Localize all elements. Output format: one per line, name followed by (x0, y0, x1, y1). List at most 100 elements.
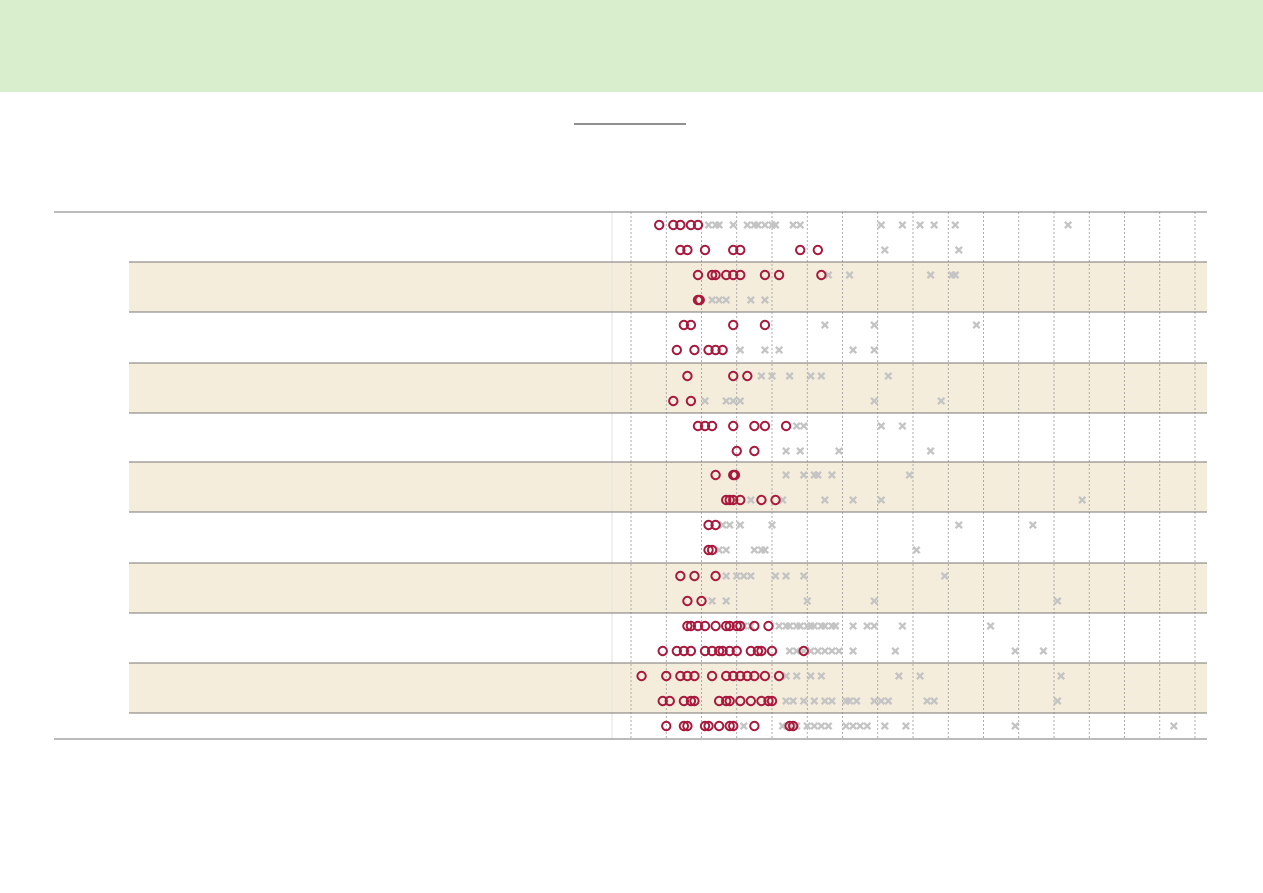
circle-mark (749, 420, 760, 432)
circle-mark (692, 620, 704, 632)
cross-mark (806, 371, 815, 381)
cross-mark (803, 596, 812, 606)
cross-mark (771, 220, 780, 230)
circle-mark (724, 645, 735, 657)
circle-mark (735, 244, 746, 256)
cross-mark (799, 421, 808, 431)
cross-mark (799, 571, 808, 581)
cross-mark (820, 696, 829, 706)
circle-mark (717, 645, 728, 657)
cross-mark (877, 421, 886, 431)
cross-mark (877, 220, 886, 230)
circle-mark (689, 670, 700, 682)
circle-mark (780, 420, 792, 432)
cross-mark (736, 345, 745, 355)
circle-mark (763, 620, 774, 632)
circle-mark (685, 219, 697, 231)
cross-mark (792, 671, 801, 681)
cross-mark (785, 646, 794, 656)
cross-mark (849, 495, 858, 505)
cross-mark (708, 295, 717, 305)
cross-mark (736, 520, 745, 530)
cross-mark (870, 345, 879, 355)
circle-mark (685, 695, 697, 707)
cross-mark (722, 596, 731, 606)
circle-mark (706, 269, 718, 281)
cross-mark (1011, 646, 1020, 656)
cross-mark (708, 596, 717, 606)
cross-mark (1053, 596, 1062, 606)
circle-mark (724, 720, 735, 732)
cross-mark (954, 520, 963, 530)
circle-mark (682, 244, 693, 256)
cross-mark (799, 470, 808, 480)
cross-mark (739, 721, 748, 731)
cross-mark (813, 646, 822, 656)
cross-mark (775, 345, 784, 355)
cross-mark (926, 446, 935, 456)
circle-mark (661, 670, 672, 682)
circle-mark (685, 395, 697, 407)
cross-mark (831, 621, 840, 631)
circle-mark (717, 344, 728, 356)
circle-mark (728, 420, 739, 432)
header-band (0, 0, 1263, 92)
cross-mark (782, 571, 791, 581)
cross-mark (746, 571, 755, 581)
circle-mark (713, 720, 725, 732)
cross-mark (775, 621, 784, 631)
cross-mark (806, 646, 815, 656)
cross-mark (817, 371, 826, 381)
cross-mark (743, 220, 752, 230)
cross-mark (722, 295, 731, 305)
cross-mark (898, 220, 907, 230)
circle-mark (703, 720, 714, 732)
cross-mark (870, 320, 879, 330)
cross-mark (796, 446, 805, 456)
circle-mark (724, 494, 735, 506)
circle-mark (689, 695, 700, 707)
circle-mark (749, 620, 760, 632)
circle-mark (728, 269, 739, 281)
circle-mark (706, 645, 718, 657)
cross-mark (870, 396, 879, 406)
cross-mark (901, 721, 910, 731)
cross-mark (845, 696, 854, 706)
cross-mark (718, 520, 727, 530)
cross-mark (796, 621, 805, 631)
cross-mark (729, 396, 738, 406)
circle-mark (685, 620, 697, 632)
cross-mark (757, 371, 766, 381)
cross-mark (916, 671, 925, 681)
circle-mark (735, 695, 746, 707)
circle-mark (675, 219, 686, 231)
cross-mark (785, 621, 794, 631)
cross-mark (951, 270, 960, 280)
circle-mark (728, 319, 739, 331)
circle-mark (724, 695, 735, 707)
circle-mark (795, 244, 806, 256)
circle-mark (682, 720, 693, 732)
cross-mark (810, 621, 819, 631)
cross-marks (700, 220, 1178, 731)
circle-mark (766, 695, 778, 707)
cross-mark (898, 621, 907, 631)
circle-mark (720, 670, 732, 682)
circle-mark (699, 720, 711, 732)
circle-mark (689, 344, 700, 356)
circle-mark (749, 445, 760, 457)
cross-mark (1057, 671, 1066, 681)
circle-mark (784, 720, 795, 732)
cross-mark (884, 371, 893, 381)
circle-mark (696, 595, 707, 607)
cross-mark (1039, 646, 1048, 656)
cross-mark (789, 696, 798, 706)
circle-mark (728, 720, 739, 732)
cross-mark (817, 721, 826, 731)
circle-mark (657, 695, 668, 707)
cross-mark (767, 371, 777, 381)
circle-mark (713, 645, 725, 657)
circle-mark (745, 645, 757, 657)
cross-mark (729, 220, 738, 230)
cross-mark (739, 571, 748, 581)
